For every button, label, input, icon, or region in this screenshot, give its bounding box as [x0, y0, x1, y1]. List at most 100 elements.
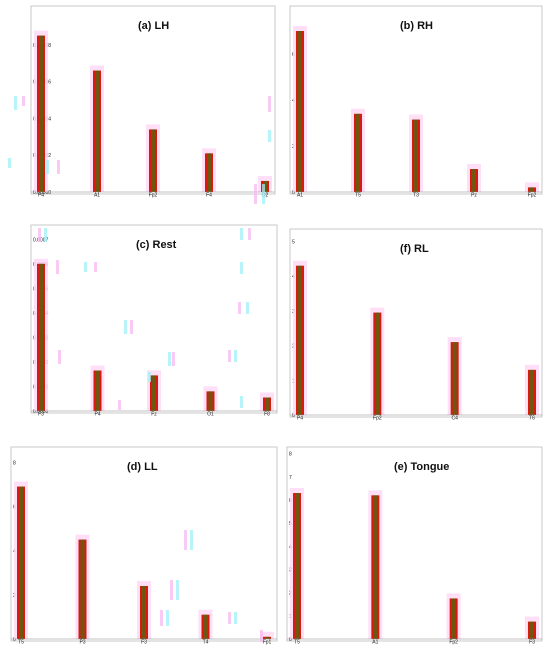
- render-artifact: [118, 400, 121, 410]
- render-artifact: [38, 228, 41, 242]
- render-artifact: [160, 610, 163, 626]
- render-artifact: [262, 184, 265, 204]
- panel-title: (d) LL: [127, 461, 158, 473]
- render-artifact: [260, 630, 263, 642]
- bar-core: [19, 486, 23, 639]
- render-artifact: [176, 580, 179, 600]
- bar-core: [39, 35, 43, 192]
- y-tick-label: 8: [13, 460, 16, 466]
- bar-core: [530, 621, 534, 639]
- bar-core: [152, 375, 156, 411]
- bar-core: [265, 397, 269, 411]
- render-artifact: [124, 320, 127, 334]
- bar-core: [207, 153, 211, 192]
- x-category-label: F3: [529, 640, 535, 646]
- bar-core: [451, 598, 456, 639]
- render-artifact: [234, 612, 237, 624]
- x-category-label: P4: [94, 412, 100, 418]
- render-artifact: [228, 612, 231, 624]
- x-category-label: F4: [206, 193, 212, 199]
- render-artifact: [234, 350, 237, 362]
- render-artifact: [240, 228, 243, 240]
- panel-frame: [289, 228, 543, 418]
- render-artifact: [240, 396, 243, 408]
- x-category-label: Fp1: [263, 640, 272, 646]
- x-category-label: T4: [203, 640, 209, 646]
- render-artifact: [168, 352, 171, 366]
- render-artifact: [46, 160, 49, 174]
- bar-core: [295, 493, 299, 639]
- bar-core: [265, 636, 269, 639]
- x-category-label: Fz: [151, 412, 157, 418]
- render-artifact: [170, 580, 173, 600]
- x-category-label: P4: [297, 416, 303, 422]
- render-artifact: [248, 228, 251, 240]
- render-artifact: [130, 320, 133, 334]
- x-category-label: F3: [141, 640, 147, 646]
- y-tick-label: 0: [289, 637, 292, 643]
- bar-core: [414, 119, 418, 192]
- bar-core: [208, 391, 213, 411]
- bar-core: [472, 169, 476, 192]
- render-artifact: [238, 302, 241, 314]
- x-category-label: C4: [451, 416, 458, 422]
- x-category-label: P3: [79, 640, 85, 646]
- x-category-label: Pz: [471, 193, 477, 199]
- render-artifact: [22, 96, 25, 106]
- render-artifact: [84, 262, 87, 272]
- bar-core: [530, 369, 534, 415]
- bar-core: [298, 265, 302, 415]
- chart-panel-4: (d) LL02468T5P3F3T4Fp1: [10, 446, 278, 646]
- x-category-label: T3: [413, 193, 419, 199]
- render-artifact: [268, 130, 271, 142]
- render-artifact: [94, 262, 97, 272]
- panel-title: (a) LH: [138, 20, 169, 32]
- chart-panel-2: (c) Rest0.00000.00010.00020.00030.00040.…: [30, 224, 278, 418]
- panel-frame: [286, 446, 543, 642]
- x-category-label: F3: [38, 412, 44, 418]
- render-artifact: [8, 158, 11, 168]
- render-artifact: [246, 302, 249, 314]
- x-category-label: T5: [18, 640, 24, 646]
- y-tick-label: 7: [289, 475, 292, 481]
- x-category-label: F8: [264, 412, 270, 418]
- panel-title: (b) RH: [400, 20, 433, 32]
- render-artifact: [184, 530, 187, 550]
- bar-core: [203, 614, 208, 639]
- render-artifact: [228, 350, 231, 362]
- render-artifact: [166, 610, 169, 626]
- bar-core: [373, 495, 378, 639]
- x-category-label: Fp2: [528, 193, 537, 199]
- render-artifact: [254, 184, 257, 204]
- x-category-label: O1: [207, 412, 214, 418]
- render-artifact: [172, 352, 175, 366]
- render-artifact: [148, 372, 151, 382]
- bar-core: [298, 31, 302, 192]
- chart-panel-5: (e) Tongue012345678T5A1Fp2F3: [286, 446, 543, 646]
- render-artifact: [58, 350, 61, 364]
- bar-core: [530, 187, 534, 192]
- render-artifact: [57, 160, 60, 174]
- render-artifact: [14, 96, 17, 110]
- panel-title: (c) Rest: [136, 239, 177, 251]
- x-category-label: Fp2: [149, 193, 158, 199]
- bar-core: [95, 70, 99, 192]
- x-category-label: T5: [294, 640, 300, 646]
- bar-core: [356, 113, 360, 192]
- x-category-label: T6: [529, 416, 535, 422]
- panel-title: (f) RL: [400, 243, 429, 255]
- y-tick-label: 0: [292, 413, 295, 419]
- chart-panel-0: (a) LH0.000000.000020.000040.000060.0000…: [30, 5, 276, 199]
- panel-title: (e) Tongue: [394, 461, 449, 473]
- x-category-label: A1: [94, 193, 100, 199]
- y-tick-label: 0: [292, 190, 295, 196]
- y-tick-label: 8: [289, 452, 292, 458]
- x-category-label: P4: [38, 193, 44, 199]
- bar-core: [151, 129, 155, 192]
- chart-panel-1: (b) RH0246A1T5T3PzFp2: [289, 5, 543, 199]
- y-tick-label: 0.00000: [33, 190, 51, 196]
- y-tick-label: 0.0000: [33, 409, 49, 415]
- render-artifact: [56, 260, 59, 274]
